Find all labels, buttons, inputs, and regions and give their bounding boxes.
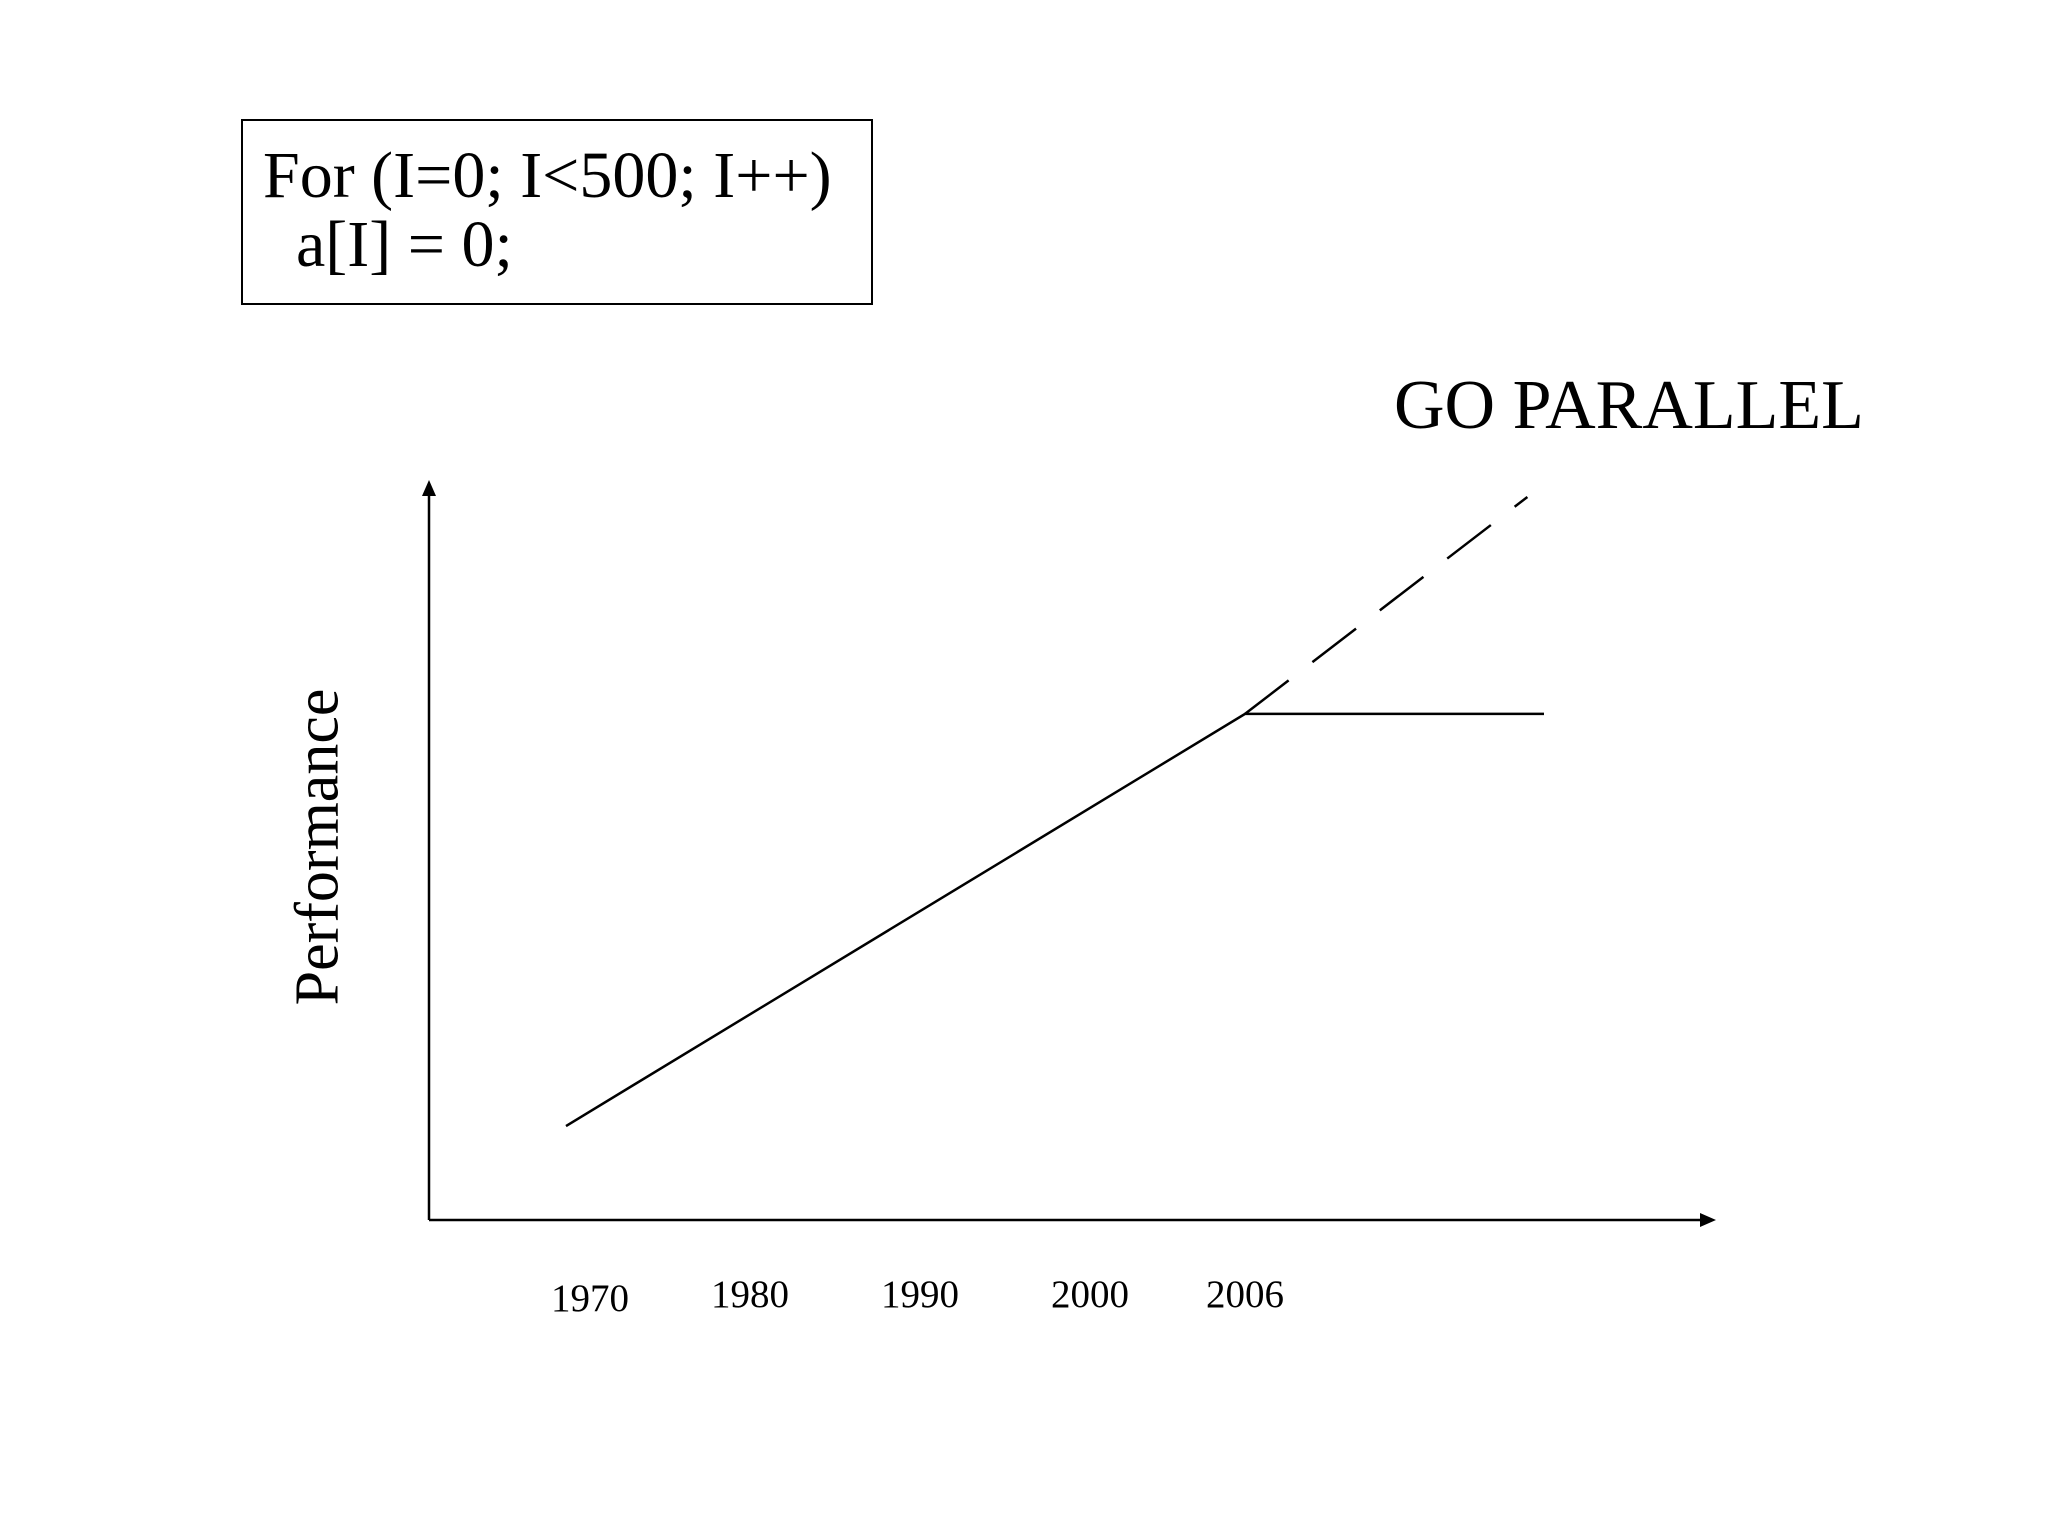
code-line-1: For (I=0; I<500; I++) [263,139,832,212]
go-parallel-label: GO PARALLEL [1394,367,1864,444]
actual-performance-line [565,712,1544,1128]
projected-performance-dashed-line [1244,496,1529,715]
y-axis-arrow [422,480,436,496]
x-tick-label-2006: 2006 [1206,1273,1284,1316]
x-tick-label-2000: 2000 [1051,1273,1129,1316]
code-line-2: a[I] = 0; [263,208,513,282]
x-axis-arrow [1700,1213,1716,1227]
x-tick-label-1970: 1970 [551,1277,629,1320]
series-layer [565,496,1544,1128]
code-snippet-box: For (I=0; I<500; I++) a[I] = 0; [241,119,873,305]
x-tick-label-1990: 1990 [881,1273,959,1316]
x-tick-label-1980: 1980 [711,1273,789,1316]
